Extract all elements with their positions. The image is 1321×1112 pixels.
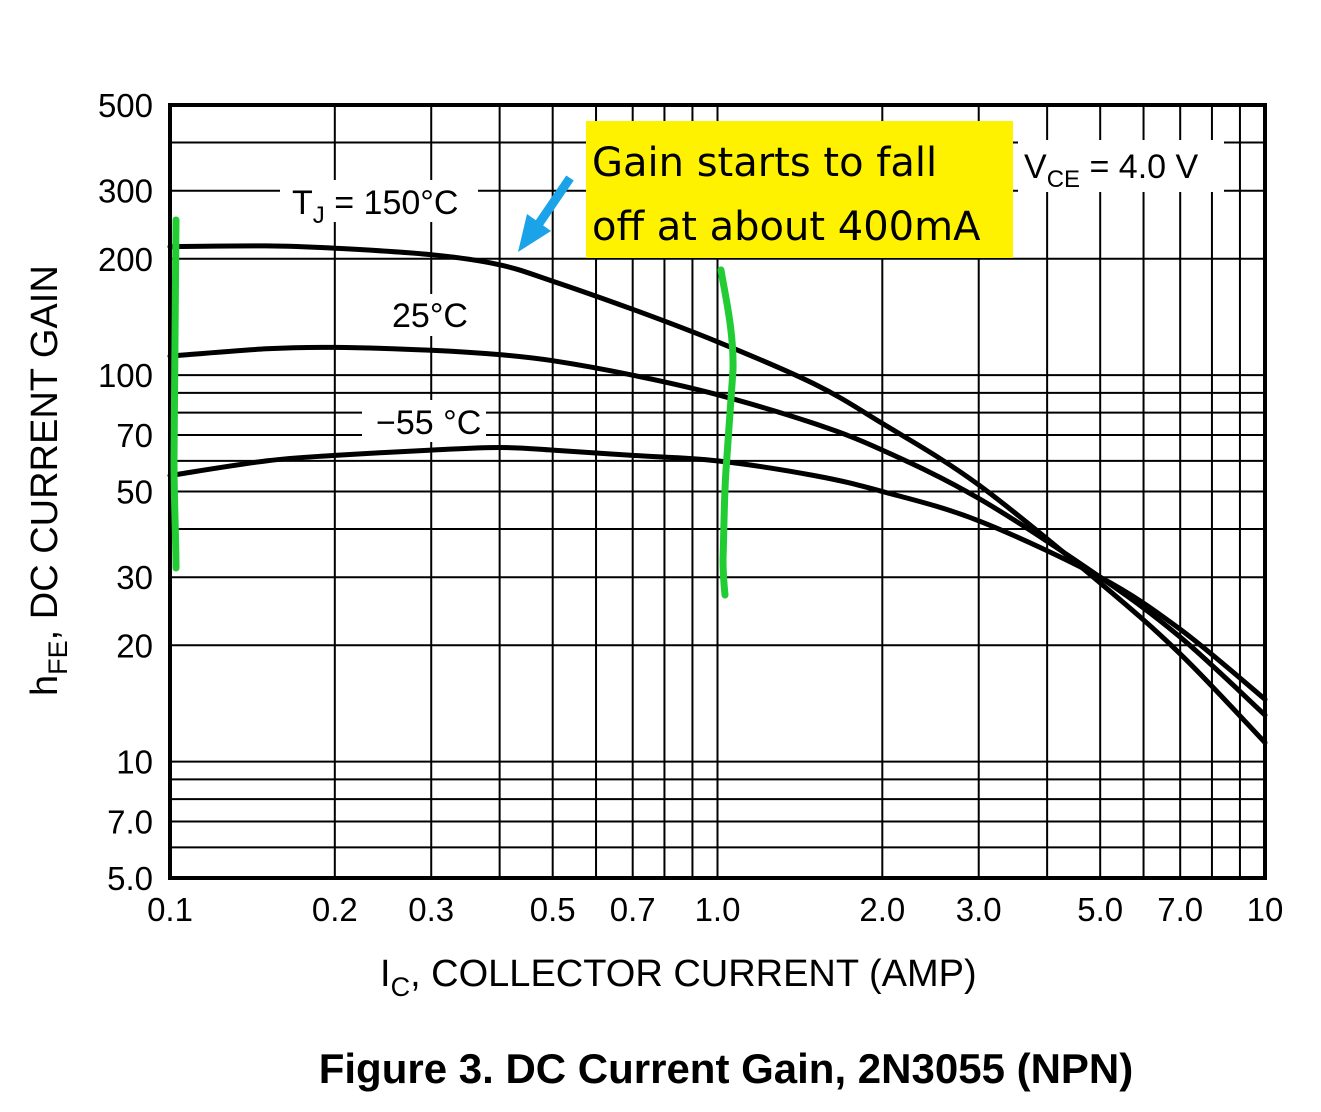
annotation-arrow: [518, 175, 574, 252]
x-tick-label: 10: [1247, 891, 1284, 928]
x-tick-label: 5.0: [1077, 891, 1123, 928]
x-axis-title: IC, COLLECTOR CURRENT (AMP): [380, 953, 977, 1002]
annotation-note-box: [586, 121, 1013, 258]
label-m55-bg: [362, 400, 486, 442]
y-tick-label: 7.0: [107, 804, 153, 841]
y-tick-label: 10: [116, 744, 153, 781]
tj-label-bg: [280, 180, 478, 222]
hand-drawn-markers: [170, 216, 737, 599]
curves: [167, 243, 1268, 746]
annotation-note-line1: Gain starts to fall: [592, 140, 937, 186]
x-tick-label: 2.0: [859, 891, 905, 928]
y-tick-label: 30: [116, 559, 153, 596]
y-axis-title: hFE, DC CURRENT GAIN: [24, 265, 73, 696]
curve-series: [167, 444, 1268, 702]
label-minus55c: −55 °C: [376, 404, 481, 442]
vce-label-bg: [1018, 140, 1224, 192]
label-25c: 25°C: [392, 297, 468, 335]
y-tick-label: 5.0: [107, 860, 153, 897]
y-tick-label: 300: [98, 173, 153, 210]
y-tick-label: 20: [116, 627, 153, 664]
vce-label: VCE = 4.0 V: [1024, 148, 1198, 193]
x-tick-label: 7.0: [1157, 891, 1203, 928]
x-tick-label: 3.0: [956, 891, 1002, 928]
figure-caption: Figure 3. DC Current Gain, 2N3055 (NPN): [319, 1045, 1134, 1092]
y-tick-label: 500: [98, 87, 153, 124]
y-tick-label: 50: [116, 474, 153, 511]
x-tick-label: 0.7: [610, 891, 656, 928]
y-tick-labels: 500 300 200 100 70 50 30 20 10 7.0 5.0: [98, 87, 153, 897]
label-25-bg: [382, 294, 482, 336]
y-tick-label: 200: [98, 241, 153, 278]
x-tick-label: 0.5: [530, 891, 576, 928]
x-tick-label: 0.3: [408, 891, 454, 928]
annotation-note-line2: off at about 400mA: [592, 204, 981, 250]
tj-label: TJ = 150°C: [292, 184, 458, 229]
y-tick-label: 100: [98, 357, 153, 394]
x-tick-label: 0.1: [147, 891, 193, 928]
marker-line-one-amp: [717, 266, 737, 599]
x-tick-labels: 0.1 0.2 0.3 0.5 0.7 1.0 2.0 3.0 5.0 7.0 10: [147, 891, 1283, 928]
curve-series: [167, 243, 1268, 746]
y-tick-label: 70: [116, 417, 153, 454]
marker-line-low-current: [170, 216, 180, 572]
x-tick-label: 0.2: [312, 891, 358, 928]
plot-frame: [168, 103, 1267, 880]
x-tick-label: 1.0: [695, 891, 741, 928]
